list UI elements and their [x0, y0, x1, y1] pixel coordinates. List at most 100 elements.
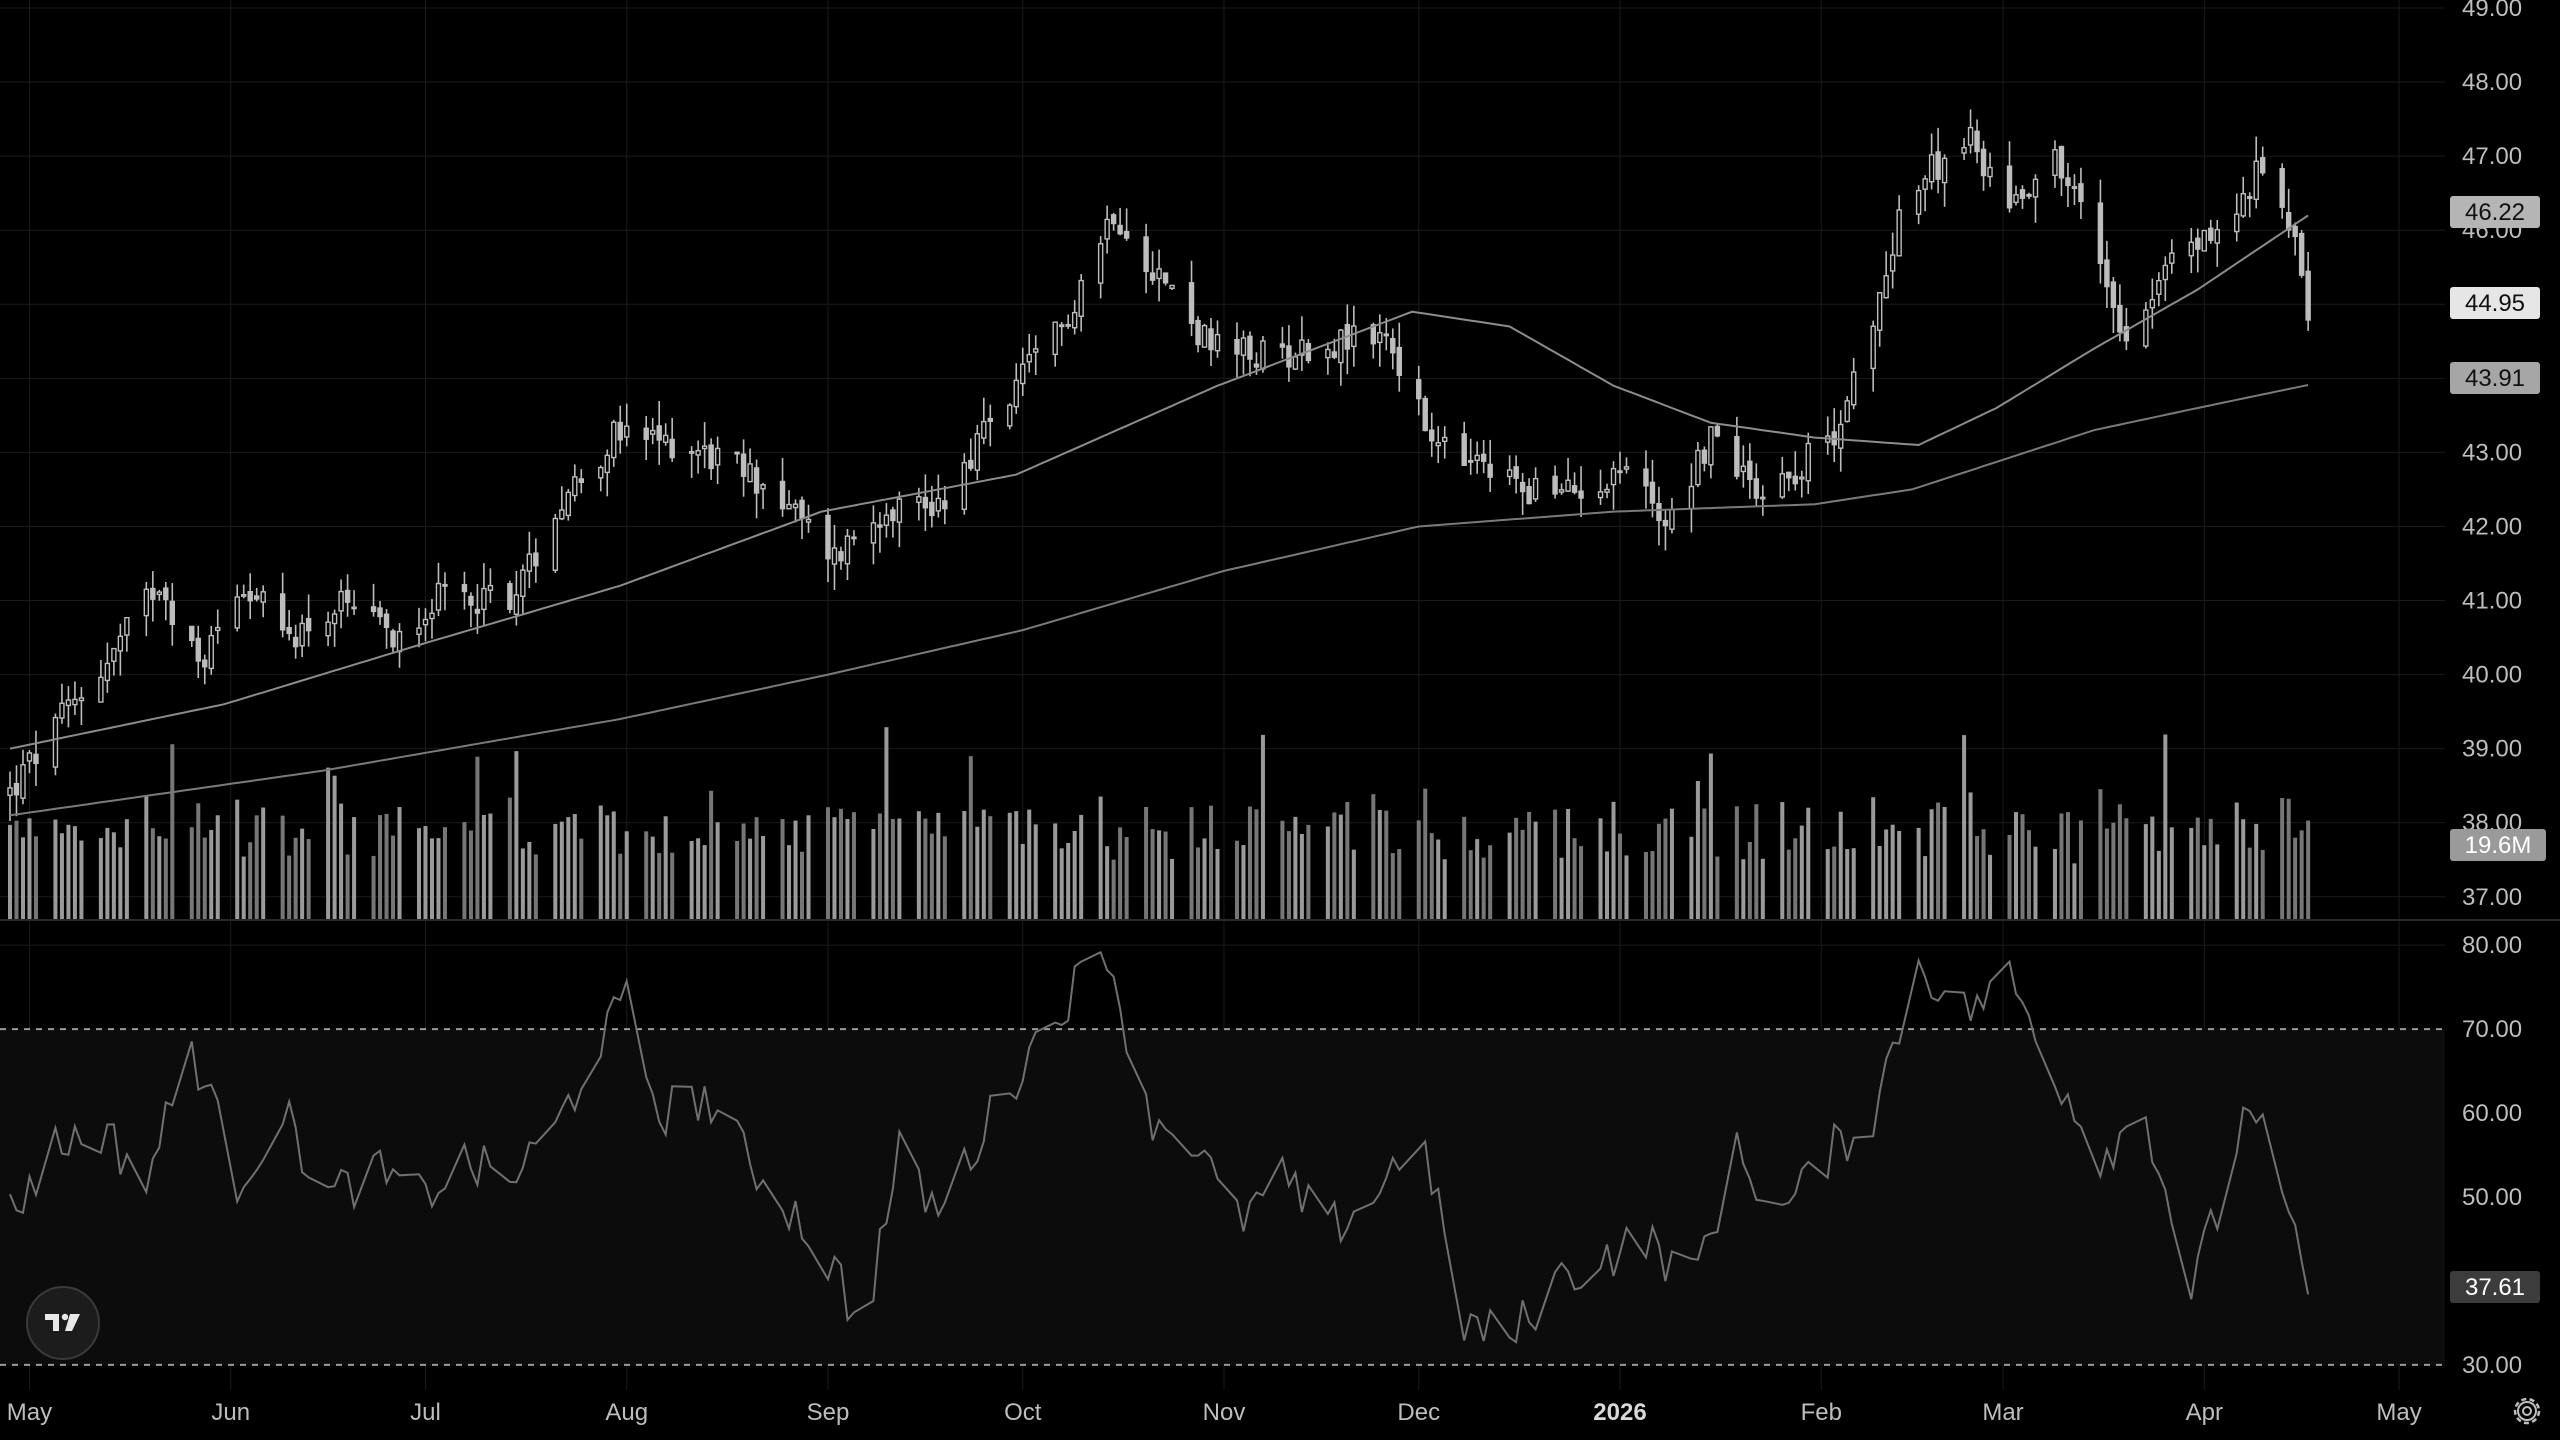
time-tick-label: May — [2376, 1399, 2421, 1426]
volume-bar — [1014, 811, 1019, 920]
volume-bar — [2241, 819, 2246, 920]
volume-bar — [332, 775, 337, 920]
volume-bar — [53, 819, 58, 920]
volume-bar — [1371, 794, 1376, 920]
volume-bar — [1981, 829, 1986, 920]
candle-body — [377, 607, 383, 618]
tradingview-logo-icon[interactable] — [26, 1286, 100, 1360]
volume-bar — [1605, 851, 1610, 920]
candle-body — [1662, 519, 1669, 527]
volume-bar — [2026, 830, 2032, 920]
candle-body — [1571, 485, 1578, 493]
candle-body — [1714, 425, 1721, 437]
candle-body — [279, 593, 286, 631]
volume-bar — [845, 818, 850, 920]
candle-body — [416, 627, 422, 636]
volume-bar — [1150, 829, 1155, 920]
time-tick-label: Apr — [2186, 1399, 2223, 1426]
candle-body — [98, 676, 104, 703]
candle-body — [968, 459, 974, 469]
candle-body — [578, 478, 585, 483]
candle-body — [247, 591, 253, 602]
volume-bar — [527, 841, 532, 920]
volume-bar — [72, 826, 77, 920]
candle-body — [1513, 466, 1519, 479]
candle-body — [565, 491, 572, 517]
volume-bar — [1468, 850, 1473, 920]
candle-body — [442, 583, 448, 587]
volume-bar — [2065, 812, 2070, 920]
volume-bar — [1897, 831, 1902, 920]
volume-bar — [189, 827, 194, 920]
last-price-value: 44.95 — [2465, 290, 2525, 317]
gear-icon[interactable] — [2508, 1392, 2546, 1430]
candle-body — [286, 626, 292, 635]
candle-body — [2214, 228, 2220, 244]
candle-body — [2240, 193, 2246, 217]
volume-bar — [1144, 806, 1149, 920]
volume-bar — [59, 833, 64, 920]
candle-body — [461, 584, 468, 593]
volume-bar — [1754, 804, 1759, 920]
candle-body — [1610, 467, 1617, 486]
candle-body — [2078, 183, 2084, 203]
volume-bar — [2098, 789, 2103, 920]
volume-bar — [787, 845, 792, 920]
volume-bar — [1189, 807, 1194, 920]
volume-bar — [1105, 846, 1110, 920]
time-axis: May Jun Jul Aug Sep Oct Nov Dec 2026 Feb Mar Apr May — [7, 1399, 2422, 1426]
candle-body — [760, 484, 766, 490]
volume-bar — [1923, 856, 1928, 920]
volume-bar — [287, 855, 292, 920]
candle-body — [1799, 476, 1805, 480]
volume-bar — [1734, 806, 1739, 920]
rsi-line — [9, 950, 2310, 1344]
candle-body — [299, 622, 305, 647]
volume-bar — [462, 822, 467, 920]
candle-body — [695, 450, 701, 456]
candle-body — [1370, 324, 1377, 345]
candle-body — [987, 417, 993, 422]
candle-body — [20, 764, 26, 799]
candle-body — [104, 662, 111, 682]
candle-body — [1299, 339, 1305, 356]
volume-bar — [936, 812, 941, 920]
price-tick-label: 43.00 — [2462, 439, 2522, 466]
volume-bar — [416, 828, 422, 920]
volume-bar — [988, 816, 993, 920]
volume-bar — [1481, 857, 1486, 920]
volume-bar — [981, 809, 986, 920]
volume-bar — [670, 852, 675, 920]
candle-body — [156, 591, 163, 596]
candle-body — [1623, 466, 1630, 470]
volume-bar — [2013, 812, 2019, 920]
volume-bar — [1124, 837, 1129, 920]
candle-body — [1915, 189, 1922, 215]
volume-bar — [598, 805, 603, 920]
candle-body — [1065, 323, 1071, 327]
candle-body — [1532, 477, 1539, 500]
volume-bar — [1624, 855, 1629, 920]
candle-body — [611, 421, 617, 459]
candle-body — [474, 608, 481, 614]
volume-bar — [1163, 831, 1168, 920]
candle-body — [1941, 157, 1948, 184]
candle-body — [52, 716, 59, 768]
candle-body — [520, 569, 526, 597]
candle-body — [916, 496, 922, 504]
volume-bar — [2117, 804, 2122, 920]
time-tick-label: Feb — [1801, 1399, 1842, 1426]
volume-bar — [1527, 811, 1532, 920]
volume-bar — [761, 835, 766, 920]
volume-bar — [929, 833, 934, 920]
volume-bar — [1806, 807, 1811, 920]
candle-body — [1013, 379, 1019, 408]
candle-body — [117, 635, 124, 652]
candle-body — [1442, 436, 1448, 443]
volume-bar — [2208, 818, 2213, 920]
candle-body — [1195, 319, 1201, 346]
volume-bar — [2234, 802, 2239, 920]
candle-body — [1604, 488, 1610, 493]
volume-bar — [1377, 809, 1382, 920]
